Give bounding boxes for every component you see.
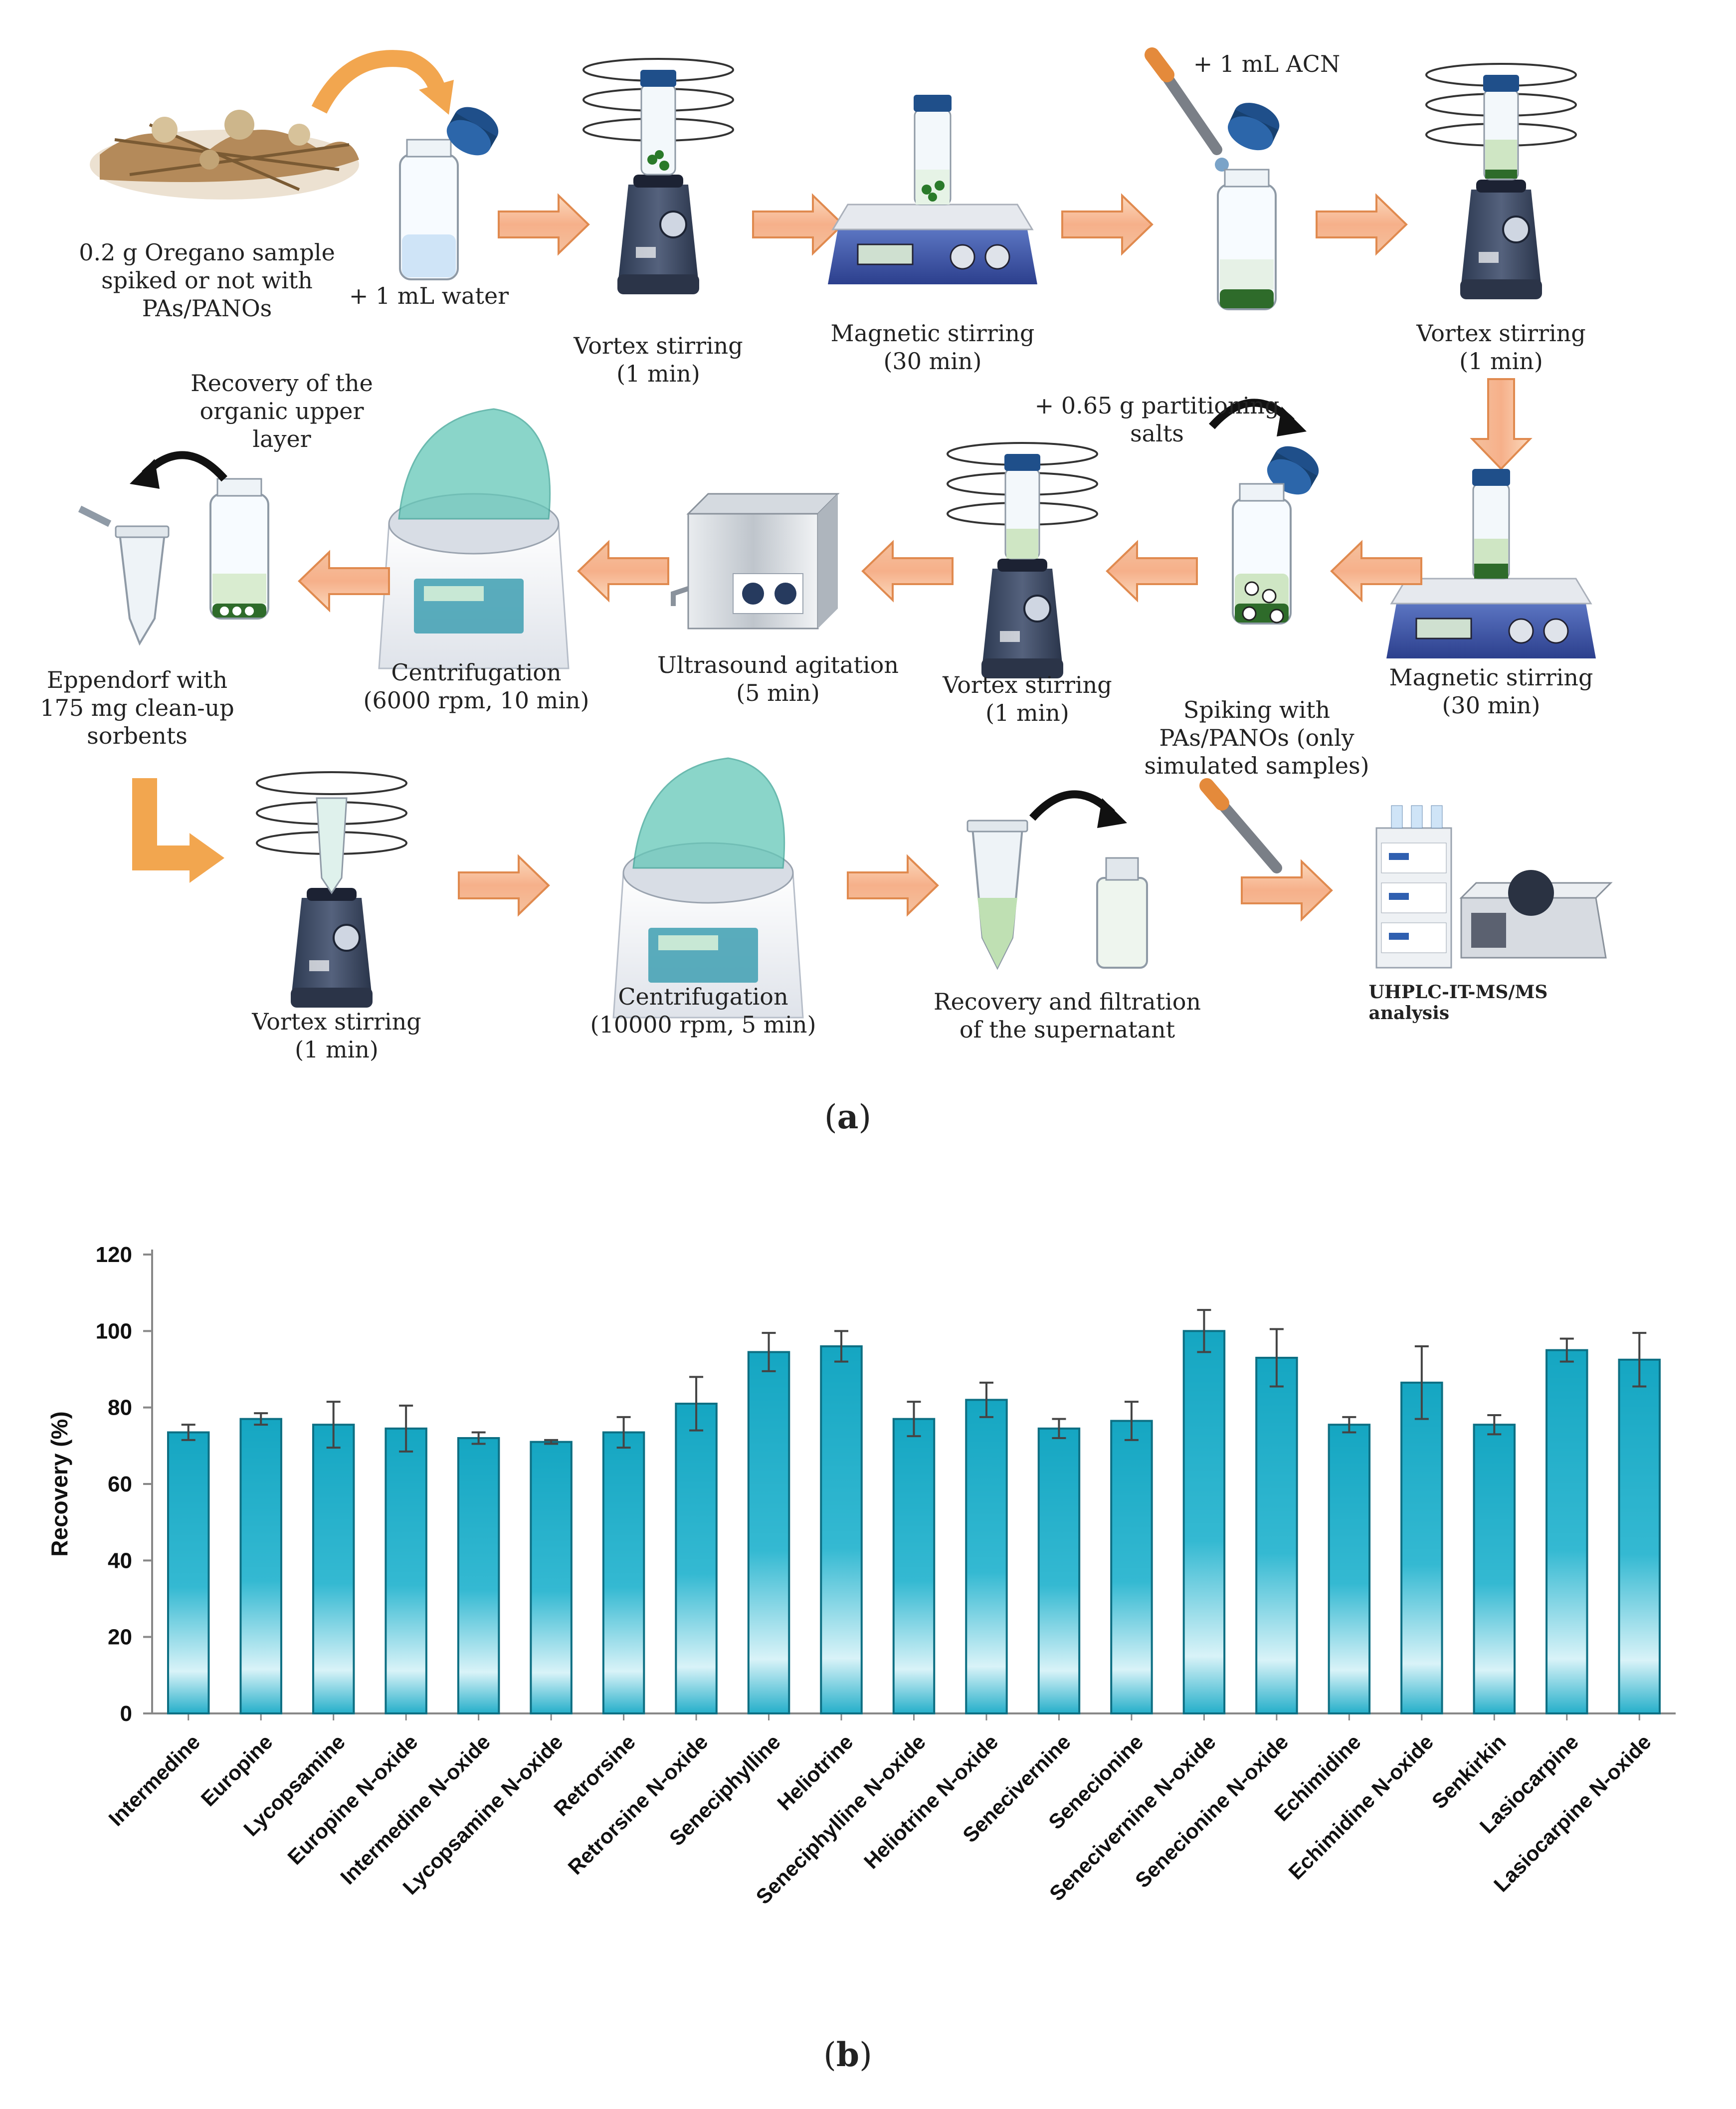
label-oregano-sample: 0.2 g Oregano sample spiked or not with …: [79, 239, 335, 322]
vortex-mixer-4: [256, 771, 407, 1009]
bar-senecivernine-n-oxide: [1182, 1330, 1226, 1715]
bar-senecivernine: [1037, 1427, 1081, 1715]
label-vortex-2: Vortex stirring (1 min): [1416, 320, 1586, 375]
label-centrifugation-1: Centrifugation (6000 rpm, 10 min): [363, 659, 589, 714]
bar-lasiocarpine-n-oxide: [1618, 1358, 1661, 1715]
bar-lycopsamine: [312, 1424, 355, 1714]
arrow-11: [847, 855, 939, 915]
eppendorf-tube-1: [78, 505, 170, 646]
y-axis-title: Recovery (%): [46, 1411, 72, 1556]
arrow-7: [862, 541, 954, 601]
orange-bend-arrow: [132, 778, 194, 870]
arrow-2: [752, 195, 844, 254]
centrifuge-1: [378, 408, 570, 669]
bar-heliotrine: [820, 1345, 863, 1714]
x-tick-label: Retrorsine N-oxide: [564, 1730, 713, 1879]
bar-intermedine: [167, 1431, 210, 1714]
vial-upper-layer: [209, 478, 269, 620]
bar-europine: [239, 1418, 282, 1714]
bar-senkirkin: [1473, 1424, 1516, 1714]
uhplc-ms-instrument: [1375, 805, 1613, 969]
eppendorf-supernatant: [966, 820, 1028, 970]
label-water: + 1 mL water: [349, 282, 509, 309]
bar-echimidine: [1328, 1424, 1371, 1714]
arrow-8: [578, 541, 669, 601]
y-tick-label: 40: [108, 1548, 132, 1573]
x-tick-label: Europine N-oxide: [283, 1730, 422, 1869]
arrow-6: [1106, 541, 1198, 601]
panel-b-label: (b): [823, 2035, 872, 2074]
vial-salts: [1232, 483, 1292, 625]
label-eppendorf: Eppendorf with 175 mg clean-up sorbents: [40, 666, 234, 749]
x-tick-label: Heliotrine N-oxide: [859, 1730, 1002, 1873]
centrifuge-2: [612, 757, 804, 1019]
label-spiking: Spiking with PAs/PANOs (only simulated s…: [1144, 696, 1369, 779]
bar-lycopsamine-n-oxide: [530, 1441, 573, 1714]
arrow-9: [298, 551, 390, 611]
bar-seneciphylline: [747, 1351, 790, 1714]
arrow-12: [1241, 860, 1333, 920]
arrow-4: [1316, 195, 1407, 254]
arrow-down: [1471, 378, 1531, 470]
label-magnetic-2: Magnetic stirring (30 min): [1389, 664, 1593, 719]
ultrasound-bath: [671, 493, 840, 630]
vial-water: [399, 139, 459, 280]
black-arrow-filtration: [1032, 794, 1127, 828]
black-arrow-recovery: [130, 455, 224, 489]
y-tick-label: 60: [108, 1472, 132, 1496]
magnetic-stirrer-1: [827, 95, 1038, 285]
label-recovery-upper-layer: Recovery of the organic upper layer: [191, 370, 373, 452]
vortex-mixer-2: [1425, 63, 1577, 300]
y-tick-label: 120: [96, 1243, 132, 1267]
orange-curved-arrow: [311, 50, 447, 114]
y-tick-label: 100: [96, 1319, 132, 1343]
label-partitioning-salts: + 0.65 g partitioning salts: [1034, 392, 1280, 447]
label-ultrasound: Ultrasound agitation (5 min): [657, 651, 899, 706]
bar-retrorsine: [602, 1431, 645, 1714]
recovery-bar-chart: 0 20 40 60 80 100 120 Recovery (%) Intermedine E…: [46, 1243, 1676, 1905]
oregano-sample: [90, 110, 359, 200]
vortex-mixer-3: [947, 442, 1098, 679]
label-recovery-filtration: Recovery and filtration of the supernata…: [933, 988, 1201, 1043]
cap-acn: [1222, 96, 1285, 157]
bar-echimidine-n-oxide: [1400, 1381, 1443, 1715]
arrow-10: [458, 855, 550, 915]
x-tick-label: Echimidine N-oxide: [1284, 1730, 1438, 1884]
pipette-spiking: [1199, 778, 1288, 889]
y-tick-label: 20: [108, 1625, 132, 1650]
bar-heliotrine-n-oxide: [965, 1399, 1008, 1715]
label-vortex-4: Vortex stirring (1 min): [252, 1008, 421, 1063]
panel-a-label: (a): [824, 1097, 872, 1136]
vial-acn: [1217, 169, 1277, 310]
y-tick-label: 0: [120, 1701, 132, 1726]
bar-retrorsine-n-oxide: [675, 1403, 718, 1714]
bar-senecionine-n-oxide: [1255, 1357, 1298, 1714]
label-uhplc: UHPLC-IT-MS/MS analysis: [1368, 982, 1548, 1024]
pipette-acn: [1145, 47, 1229, 172]
bar-intermedine-n-oxide: [457, 1437, 500, 1714]
label-acn: + 1 mL ACN: [1193, 50, 1341, 77]
label-vortex-3: Vortex stirring (1 min): [943, 671, 1112, 726]
vortex-mixer-1: [582, 58, 734, 295]
label-vortex-1: Vortex stirring (1 min): [574, 332, 743, 387]
x-tick-label: Intermedine: [104, 1730, 205, 1831]
arrow-1: [498, 195, 589, 254]
label-centrifugation-2: Centrifugation (10000 rpm, 5 min): [590, 983, 816, 1038]
y-tick-label: 80: [108, 1396, 132, 1420]
bar-lasiocarpine: [1545, 1349, 1588, 1714]
hplc-vial: [1096, 857, 1148, 969]
magnetic-stirrer-2: [1385, 469, 1597, 659]
arrow-3: [1061, 195, 1153, 254]
bar-seneciphylline-n-oxide: [892, 1418, 936, 1714]
bar-senecionine: [1110, 1420, 1153, 1714]
workflow-diagram: [78, 47, 1613, 1019]
label-magnetic-1: Magnetic stirring (30 min): [830, 320, 1035, 375]
bar-europine-n-oxide: [385, 1427, 427, 1715]
